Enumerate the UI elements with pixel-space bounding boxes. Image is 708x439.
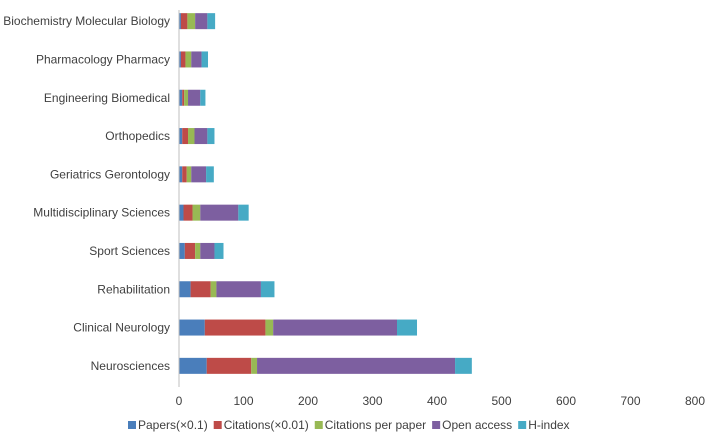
x-tick-label: 200 <box>298 394 318 408</box>
bar-segment-7-5 <box>214 242 224 259</box>
bar-segment-7-3 <box>195 242 201 259</box>
bar-segment-4-2 <box>182 128 189 145</box>
category-labels: Biochemistry Molecular Biology Pharmacolo… <box>3 14 170 373</box>
bar-segment-3-4 <box>188 89 201 106</box>
legend-swatch <box>314 421 323 429</box>
category-label: Sport Sciences <box>89 244 170 258</box>
category-label: Multidisciplinary Sciences <box>33 206 170 220</box>
legend-label: H-index <box>528 418 569 432</box>
legend-swatch <box>432 421 441 429</box>
x-tick-label: 400 <box>427 394 447 408</box>
bar-segment-5-3 <box>186 166 192 183</box>
bar-segment-7-2 <box>184 242 196 259</box>
bar-segment-9-1 <box>179 319 205 336</box>
bar-segment-1-4 <box>195 13 208 30</box>
category-label: Clinical Neurology <box>73 321 170 335</box>
bar-segment-6-3 <box>192 204 201 221</box>
bar-segment-8-5 <box>260 281 275 298</box>
x-tick-label: 800 <box>685 394 705 408</box>
category-label: Geriatrics Gerontology <box>50 167 170 181</box>
legend-label: Citations(×0.01) <box>224 418 309 432</box>
legend-swatch <box>518 421 527 429</box>
bar-segment-6-4 <box>200 204 239 221</box>
bar-segment-1-5 <box>207 13 216 30</box>
bar-segment-5-4 <box>191 166 207 183</box>
bar-segment-10-1 <box>179 357 207 374</box>
bar-segment-3-1 <box>179 89 183 106</box>
bar-segment-2-3 <box>185 51 192 68</box>
x-tick-label: 500 <box>491 394 511 408</box>
bar-segment-2-5 <box>201 51 209 68</box>
category-label: Neurosciences <box>91 359 170 373</box>
category-label: Rehabilitation <box>97 282 170 296</box>
bars-group <box>179 13 472 374</box>
bar-segment-8-2 <box>190 281 211 298</box>
x-tick-labels: 0 100 200 300 400 500 600 700 800 <box>176 394 706 408</box>
bar-segment-3-2 <box>182 89 185 106</box>
bar-segment-2-4 <box>191 51 202 68</box>
bar-segment-6-1 <box>179 204 184 221</box>
bar-segment-9-2 <box>204 319 266 336</box>
bar-segment-9-3 <box>265 319 274 336</box>
legend: Papers(×0.1) Citations(×0.01) Citations pe… <box>128 418 570 432</box>
bar-segment-6-2 <box>183 204 193 221</box>
bar-segment-1-3 <box>187 13 196 30</box>
x-tick-label: 300 <box>362 394 382 408</box>
bar-segment-1-2 <box>180 13 188 30</box>
bar-segment-4-1 <box>179 128 183 145</box>
bar-segment-5-5 <box>206 166 214 183</box>
bar-segment-4-4 <box>194 128 208 145</box>
category-label: Biochemistry Molecular Biology <box>3 14 170 28</box>
bar-segment-5-1 <box>179 166 183 183</box>
x-tick-label: 600 <box>556 394 576 408</box>
bar-segment-10-2 <box>206 357 252 374</box>
bar-segment-8-4 <box>216 281 261 298</box>
legend-swatch <box>213 421 222 429</box>
bar-segment-3-5 <box>200 89 206 106</box>
bar-segment-9-5 <box>397 319 418 336</box>
legend-swatch <box>128 421 136 429</box>
bar-segment-4-5 <box>207 128 215 145</box>
bar-segment-6-5 <box>238 204 249 221</box>
bar-segment-10-3 <box>251 357 258 374</box>
legend-label: Papers(×0.1) <box>138 418 208 432</box>
bar-segment-9-4 <box>273 319 398 336</box>
bar-segment-1-1 <box>179 13 181 30</box>
bar-segment-2-1 <box>179 51 181 68</box>
category-label: Orthopedics <box>105 129 170 143</box>
legend-label: Open access <box>442 418 512 432</box>
legend-label: Citations per paper <box>325 418 426 432</box>
bar-segment-2-2 <box>180 51 186 68</box>
bar-segment-8-1 <box>179 281 191 298</box>
x-tick-label: 100 <box>233 394 253 408</box>
bar-segment-7-4 <box>200 242 215 259</box>
category-label: Engineering Biomedical <box>44 91 170 105</box>
bar-segment-10-4 <box>257 357 456 374</box>
x-tick-label: 700 <box>620 394 640 408</box>
bar-segment-7-1 <box>179 242 185 259</box>
bar-segment-3-3 <box>184 89 189 106</box>
bar-segment-8-3 <box>210 281 217 298</box>
category-label: Pharmacology Pharmacy <box>36 52 170 66</box>
x-tick-label: 0 <box>176 394 183 408</box>
bar-segment-4-3 <box>188 128 195 145</box>
bar-segment-10-5 <box>455 357 472 374</box>
bar-segment-5-2 <box>182 166 187 183</box>
